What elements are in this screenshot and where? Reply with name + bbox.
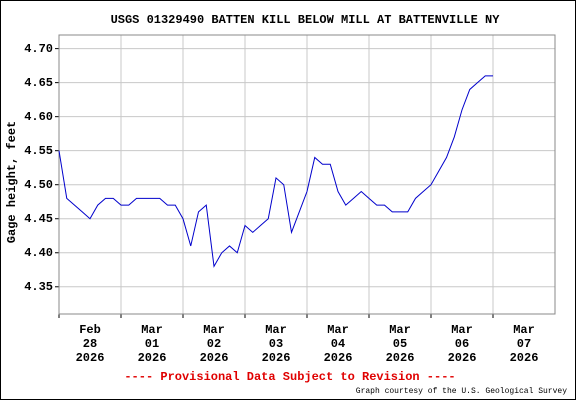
x-tick-label: Mar [327,323,349,337]
x-tick-label: Mar [203,323,225,337]
x-tick-label: Mar [451,323,473,337]
x-tick-label: 28 [83,337,97,351]
x-tick-label: 2026 [386,351,415,365]
x-tick-label: 2026 [262,351,291,365]
x-tick-label: 02 [207,337,221,351]
x-tick-label: 01 [145,337,159,351]
credit: Graph courtesy of the U.S. Geological Su… [356,387,567,396]
data-line [58,75,493,268]
y-tick-label: 4.40 [24,246,53,260]
x-tick-label: Mar [141,323,163,337]
x-tick-label: 04 [331,337,345,351]
y-axis-label: Gage height, feet [5,121,19,243]
y-tick-label: 4.70 [24,42,53,56]
y-tick-label: 4.65 [24,76,53,90]
x-tick-label: 05 [393,337,407,351]
y-tick-label: 4.55 [24,144,53,158]
y-tick-label: 4.35 [24,280,53,294]
chart-title: USGS 01329490 BATTEN KILL BELOW MILL AT … [111,13,501,27]
plot-border [58,34,556,315]
x-tick-label: 07 [517,337,531,351]
x-tick-label: 06 [455,337,469,351]
x-tick-label: 2026 [510,351,539,365]
y-tick-label: 4.50 [24,178,53,192]
x-tick-label: Mar [265,323,287,337]
x-tick-label: 2026 [448,351,477,365]
x-tick-label: 2026 [138,351,167,365]
x-tick-label: 2026 [324,351,353,365]
y-tick-label: 4.45 [24,212,53,226]
x-tick-label: 2026 [200,351,229,365]
x-tick-label: Feb [79,323,101,337]
x-tick-label: Mar [389,323,411,337]
x-tick-label: Mar [513,323,535,337]
x-tick-label: 2026 [76,351,105,365]
y-tick-label: 4.60 [24,110,53,124]
provisional-note: ---- Provisional Data Subject to Revisio… [124,370,455,384]
x-tick-label: 03 [269,337,283,351]
